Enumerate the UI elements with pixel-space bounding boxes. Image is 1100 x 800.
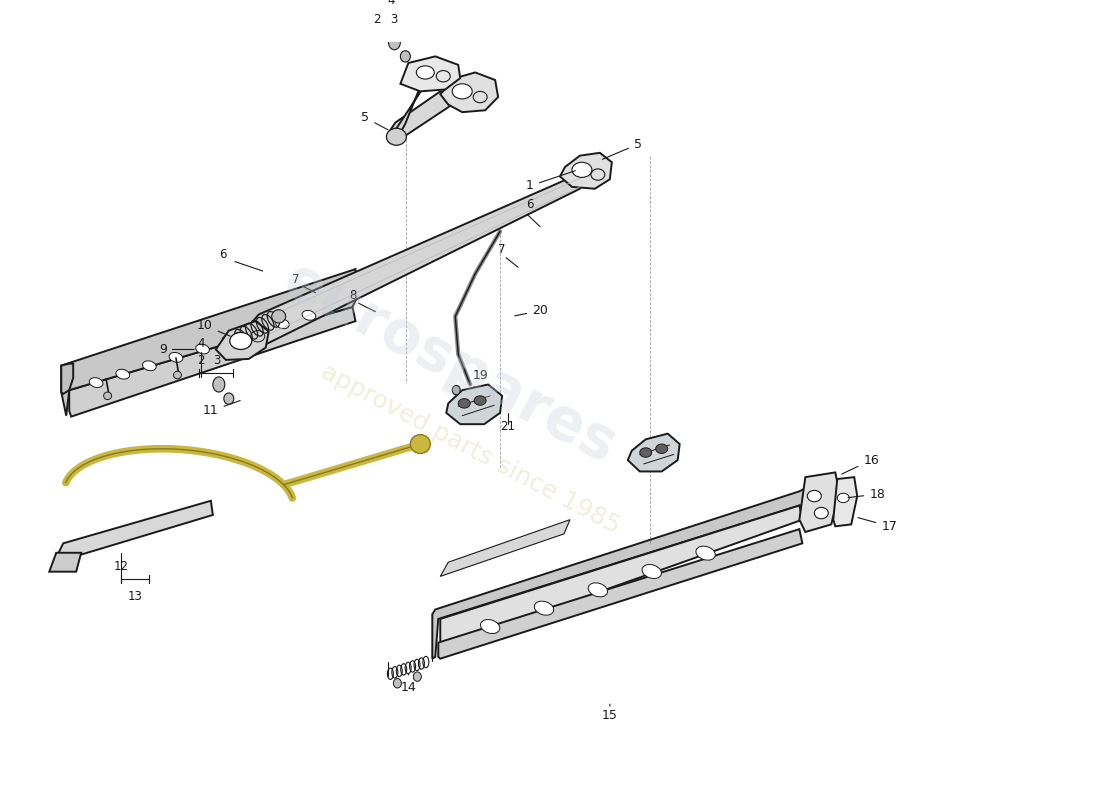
Polygon shape: [56, 501, 213, 562]
Text: 4: 4: [197, 337, 205, 350]
Text: 12: 12: [113, 560, 129, 573]
Ellipse shape: [143, 361, 156, 370]
Ellipse shape: [103, 392, 111, 399]
Ellipse shape: [223, 393, 234, 404]
Ellipse shape: [174, 371, 182, 378]
Polygon shape: [440, 520, 570, 577]
Text: approved parts since 1985: approved parts since 1985: [317, 359, 624, 538]
Text: 19: 19: [472, 369, 488, 388]
Ellipse shape: [807, 490, 822, 502]
Polygon shape: [834, 477, 857, 526]
Ellipse shape: [116, 370, 130, 379]
Ellipse shape: [222, 336, 236, 346]
Ellipse shape: [696, 546, 715, 560]
Text: 11: 11: [204, 401, 240, 418]
Text: 5: 5: [603, 138, 641, 159]
Text: 7: 7: [292, 274, 299, 286]
Ellipse shape: [416, 66, 434, 79]
Text: 1: 1: [526, 170, 575, 193]
Text: 3: 3: [389, 14, 397, 26]
Ellipse shape: [410, 434, 430, 454]
Text: 5: 5: [362, 111, 388, 130]
Text: 2: 2: [373, 14, 381, 26]
Ellipse shape: [249, 327, 263, 337]
Ellipse shape: [400, 50, 410, 62]
Polygon shape: [628, 434, 680, 471]
Ellipse shape: [272, 310, 286, 323]
Ellipse shape: [640, 448, 651, 458]
Ellipse shape: [459, 398, 470, 408]
Ellipse shape: [642, 565, 661, 578]
Polygon shape: [74, 281, 359, 394]
Ellipse shape: [302, 310, 316, 320]
Text: 2: 2: [197, 354, 205, 366]
Ellipse shape: [388, 34, 400, 50]
Polygon shape: [62, 364, 74, 394]
Polygon shape: [69, 307, 355, 417]
Polygon shape: [216, 321, 268, 360]
Polygon shape: [438, 529, 802, 658]
Polygon shape: [62, 269, 359, 416]
Text: 17: 17: [858, 518, 898, 533]
Polygon shape: [50, 553, 81, 572]
Ellipse shape: [535, 601, 553, 615]
Ellipse shape: [230, 333, 252, 350]
Ellipse shape: [394, 678, 402, 688]
Polygon shape: [233, 167, 595, 354]
Ellipse shape: [275, 319, 289, 329]
Ellipse shape: [213, 377, 224, 392]
Text: 6: 6: [219, 248, 227, 261]
Text: 15: 15: [602, 704, 618, 722]
Ellipse shape: [481, 619, 499, 634]
Text: 3: 3: [213, 354, 220, 366]
Text: eurospares: eurospares: [274, 252, 627, 475]
Text: 9: 9: [160, 343, 194, 356]
Text: 13: 13: [128, 590, 143, 603]
Text: 20: 20: [515, 304, 548, 318]
Polygon shape: [388, 91, 452, 142]
Text: 6: 6: [526, 198, 534, 210]
Ellipse shape: [837, 494, 849, 502]
Ellipse shape: [414, 672, 421, 682]
Ellipse shape: [474, 396, 486, 406]
Text: 18: 18: [848, 488, 886, 501]
Text: 21: 21: [500, 420, 516, 433]
Ellipse shape: [452, 386, 460, 395]
Text: 7: 7: [498, 243, 506, 256]
Ellipse shape: [572, 162, 592, 178]
Ellipse shape: [386, 128, 406, 146]
Polygon shape: [390, 70, 450, 137]
Ellipse shape: [588, 583, 607, 597]
Text: 8: 8: [349, 290, 356, 302]
Text: 10: 10: [197, 319, 230, 336]
Ellipse shape: [169, 353, 183, 362]
Polygon shape: [447, 385, 502, 424]
Polygon shape: [440, 73, 498, 112]
Text: 16: 16: [842, 454, 879, 474]
Ellipse shape: [656, 444, 668, 454]
Ellipse shape: [232, 333, 245, 346]
Ellipse shape: [243, 350, 251, 358]
Polygon shape: [440, 506, 802, 647]
Polygon shape: [400, 56, 460, 91]
Text: 14: 14: [400, 674, 416, 694]
Polygon shape: [560, 153, 612, 189]
Ellipse shape: [814, 507, 828, 518]
Ellipse shape: [452, 84, 472, 99]
Text: 4: 4: [387, 0, 395, 7]
Polygon shape: [800, 473, 839, 532]
Ellipse shape: [89, 378, 103, 387]
Ellipse shape: [196, 344, 209, 354]
Polygon shape: [432, 489, 805, 658]
